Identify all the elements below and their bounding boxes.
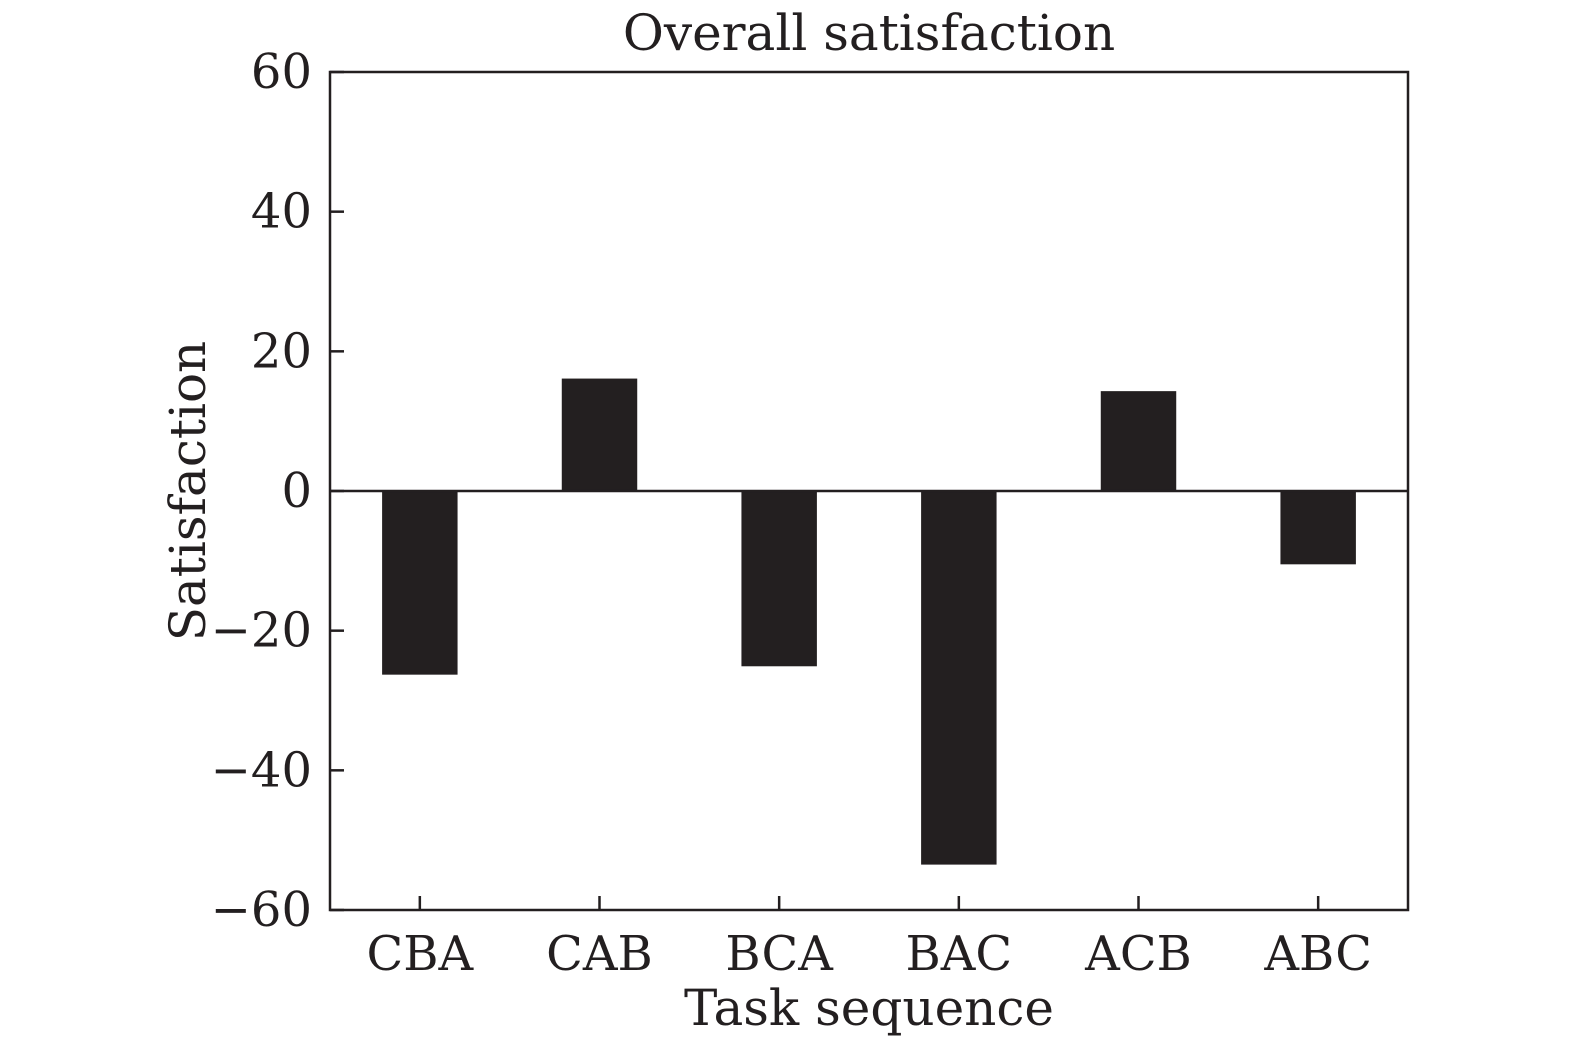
y-axis: 60 40 20 0 −20 −40 −60 <box>211 44 344 938</box>
x-tick-label: CBA <box>366 926 474 982</box>
bar-cba <box>382 491 458 675</box>
x-axis: CBA CAB BCA BAC ACB ABC <box>366 896 1372 982</box>
y-tick-label: 40 <box>251 184 312 240</box>
y-tick-label: 0 <box>281 463 312 519</box>
bars-group <box>382 378 1356 865</box>
x-tick-label: BAC <box>905 926 1012 982</box>
bar-bac <box>921 491 997 865</box>
x-tick-label: ABC <box>1263 926 1372 982</box>
bar-cab <box>561 378 638 491</box>
y-axis-label: Satisfaction <box>159 341 217 642</box>
y-tick-label: 20 <box>251 323 312 379</box>
x-tick-label: BCA <box>725 926 834 982</box>
chart-title: Overall satisfaction <box>623 4 1115 62</box>
bar-bca <box>741 491 817 667</box>
y-tick-label: −60 <box>211 882 312 938</box>
y-tick-label: −20 <box>211 603 312 659</box>
y-tick-label: 60 <box>251 44 312 100</box>
y-tick-label: −40 <box>211 742 312 798</box>
bar-abc <box>1280 491 1356 565</box>
bar-acb <box>1100 391 1177 491</box>
x-axis-label: Task sequence <box>684 979 1054 1037</box>
x-tick-label: CAB <box>546 926 653 982</box>
x-tick-label: ACB <box>1084 926 1192 982</box>
